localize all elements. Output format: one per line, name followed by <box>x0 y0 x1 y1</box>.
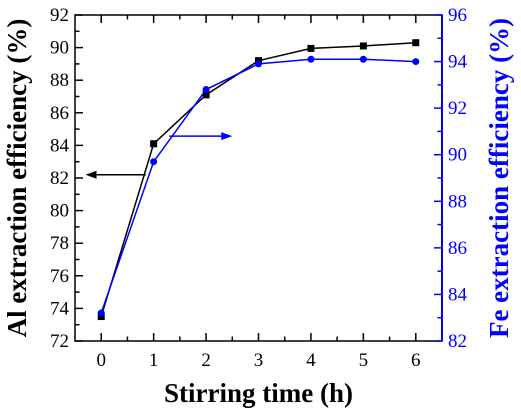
y2-tick-label: 94 <box>448 52 468 73</box>
al-data-point <box>150 140 158 148</box>
fe-data-point <box>359 55 367 63</box>
y2-tick-label: 88 <box>448 191 467 212</box>
y-tick-label: 82 <box>50 168 69 189</box>
y-tick-label: 76 <box>50 266 69 287</box>
arrow-right-head <box>221 132 233 141</box>
y-axis-title-left: Al extraction efficiency (%) <box>2 19 32 338</box>
x-tick-label: 5 <box>359 350 369 371</box>
x-tick-label: 6 <box>411 350 421 371</box>
y2-tick-label: 90 <box>448 145 467 166</box>
fe-data-point <box>202 86 210 94</box>
x-axis-title: Stirring time (h) <box>164 378 353 408</box>
x-tick-label: 4 <box>306 350 316 371</box>
y-tick-label: 88 <box>50 70 69 91</box>
y-tick-label: 92 <box>50 5 69 26</box>
y2-tick-label: 84 <box>448 284 468 305</box>
fe-data-point <box>255 60 262 68</box>
axis-ticks: 0 1 2 3 4 5 6 72 74 76 78 80 82 84 86 88 90 92 82 84 86 88 90 9… <box>50 5 468 371</box>
fe-data-point <box>150 158 158 166</box>
fe-series-line <box>100 58 416 314</box>
x-tick-label: 2 <box>201 350 211 371</box>
y2-tick-label: 86 <box>448 238 467 259</box>
x-tick-label: 1 <box>149 350 159 371</box>
fe-data-point <box>97 309 105 317</box>
y-tick-label: 80 <box>50 201 69 222</box>
y-axis-title-right: Fe extraction efficiency (%) <box>484 18 514 338</box>
y2-tick-label: 82 <box>448 331 467 352</box>
y2-tick-label: 92 <box>448 98 467 119</box>
arrow-left-head <box>85 170 97 179</box>
y-tick-label: 72 <box>50 331 69 352</box>
fe-data-point <box>412 58 420 66</box>
y2-tick-label: 96 <box>448 5 467 26</box>
y-tick-label: 90 <box>50 38 69 59</box>
fe-data-point <box>307 55 315 63</box>
y-tick-label: 74 <box>50 298 70 319</box>
annotation-arrows <box>85 132 233 179</box>
y-tick-label: 84 <box>50 135 70 156</box>
al-series-line <box>100 41 416 317</box>
y-tick-label: 86 <box>50 103 69 124</box>
x-tick-label: 0 <box>96 350 106 371</box>
y-tick-label: 78 <box>50 233 69 254</box>
al-data-point <box>202 91 210 99</box>
x-tick-label: 3 <box>254 350 264 371</box>
al-data-point <box>359 42 367 50</box>
series-layer <box>97 39 420 321</box>
al-data-point <box>412 39 420 47</box>
al-data-point <box>307 44 315 52</box>
